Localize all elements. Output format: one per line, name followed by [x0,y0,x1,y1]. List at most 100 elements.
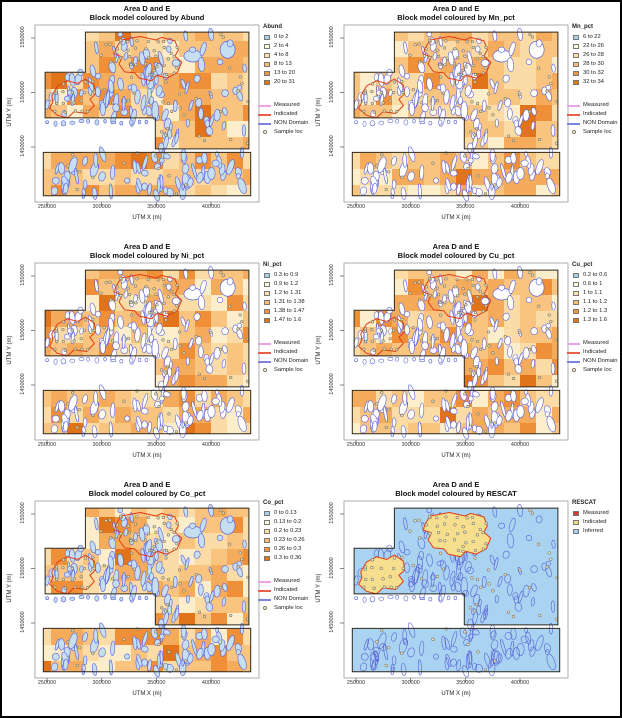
legend-swatch [573,318,579,323]
legend-item-label: 0.9 to 1.2 [274,281,299,287]
line-legend-label: Measured [583,102,609,108]
indicated-line-swatch [567,352,580,354]
x-axis-label: UTM X (m) [441,215,471,221]
legend-swatch [264,62,270,67]
x-tick-label: 350000 [147,442,166,448]
y-tick-label: 1500000 [20,80,26,103]
legend-item-label: 0.13 to 0.2 [274,519,302,525]
legend-swatch [573,520,579,525]
legend-item-label: 1.1 to 1.2 [583,299,608,305]
legend-swatch [264,556,270,561]
legend-title: Ni_pct [263,262,282,268]
indicated-line-swatch [258,590,271,592]
x-tick-label: 300000 [401,204,420,210]
legend-swatch [264,282,270,287]
y-axis-label: UTM Y (m) [7,573,13,603]
x-tick-label: 400000 [201,204,221,210]
legend-swatch [264,44,270,49]
legend-item-label: 1.2 to 1.31 [274,290,302,296]
legend-swatch [264,80,270,85]
y-tick-label: 1550000 [329,502,335,524]
map-panel-co-pct: Area D and E Block model coloured by Co_… [2,478,311,716]
legend-swatch [264,273,270,278]
line-legend-label: Indicated [274,111,298,117]
x-tick-label: 350000 [147,204,166,210]
y-tick-label: 1500000 [329,80,335,103]
y-axis-label: UTM Y (m) [316,335,322,365]
legend-item-label: 1.2 to 1.3 [583,308,608,314]
block-model-map [340,24,569,206]
x-tick-label: 300000 [92,204,111,210]
panel-title-line2: Block model coloured by Co_pct [88,489,206,498]
legend-item-label: Indicated [583,519,607,525]
sample-loc-symbol [263,606,267,610]
line-legend-label: NON Domain [583,358,618,364]
legend-swatch [264,300,270,305]
legend-swatch [573,282,579,287]
x-tick-label: 400000 [201,442,221,448]
legend-swatch [573,35,579,40]
legend-swatch [264,529,270,534]
y-tick-label: 1550000 [20,26,26,48]
non-domain-line-swatch [567,123,580,125]
sample-loc-symbol [572,130,576,134]
legend-swatch [264,538,270,543]
line-legend-label: Indicated [274,587,298,593]
line-legend-label: Measured [274,578,300,584]
measured-line-swatch [567,105,580,107]
panel-title-line2: Block model coloured by RESCAT [395,489,517,498]
y-tick-label: 1450000 [20,135,26,157]
x-tick-label: 300000 [92,680,111,686]
line-legend-label: Indicated [274,349,298,355]
map-panel-rescat: Area D and E Block model coloured by RES… [311,478,620,716]
legend-item-label: 0.2 to 0.23 [274,528,302,534]
legend-swatch [573,71,579,76]
line-legend-label: Sample loc [583,367,612,373]
line-legend-label: NON Domain [274,596,309,602]
legend-swatch [573,300,579,305]
legend-item-label: 0.2 to 0.6 [583,272,608,278]
legend-item-label: 1.38 to 1.47 [274,308,305,314]
measured-line-swatch [258,105,271,107]
map-panel-mn-pct: Area D and E Block model coloured by Mn_… [311,2,620,240]
legend-item-label: 22 to 26 [583,43,604,49]
line-legend-label: Measured [583,340,609,346]
legend-item-label: Inferred [583,528,603,534]
legend-item-label: 4 to 8 [274,52,289,58]
measured-line-swatch [258,581,271,583]
y-tick-label: 1550000 [20,502,26,524]
line-legend-label: NON Domain [274,120,309,126]
legend-item-label: 0.6 to 1 [583,281,603,287]
y-tick-label: 1500000 [329,556,335,579]
legend-item-label: 1.3 to 1.6 [583,317,608,323]
y-axis-label: UTM Y (m) [316,97,322,127]
x-tick-label: 350000 [147,680,166,686]
line-legend-label: Measured [274,340,300,346]
y-tick-label: 1500000 [20,556,26,579]
y-tick-label: 1450000 [20,611,26,633]
legend-swatch [573,291,579,296]
legend-item-label: 0.23 to 0.26 [274,537,305,543]
x-tick-label: 250000 [37,680,57,686]
legend-item-label: 0.3 to 0.36 [274,555,302,561]
legend-item-label: 8 to 13 [274,61,292,67]
legend-title: Co_pct [263,500,284,506]
legend-item-label: 30 to 32 [583,70,604,76]
panel-title-line1: Area D and E [123,242,171,251]
legend-swatch [264,520,270,525]
non-domain-line-swatch [258,599,271,601]
sample-loc-symbol [572,368,576,372]
y-tick-label: 1450000 [329,135,335,157]
legend-swatch [573,44,579,49]
legend-item-label: 1.47 to 1.6 [274,317,302,323]
legend-item-label: 32 to 34 [583,79,604,85]
y-tick-label: 1550000 [20,264,26,286]
y-tick-label: 1500000 [329,318,335,341]
x-tick-label: 250000 [346,204,366,210]
legend-swatch [573,529,579,534]
legend-swatch [264,318,270,323]
x-tick-label: 300000 [92,442,111,448]
x-axis-label: UTM X (m) [132,453,162,459]
y-axis-label: UTM Y (m) [316,573,322,603]
x-tick-label: 400000 [201,680,221,686]
